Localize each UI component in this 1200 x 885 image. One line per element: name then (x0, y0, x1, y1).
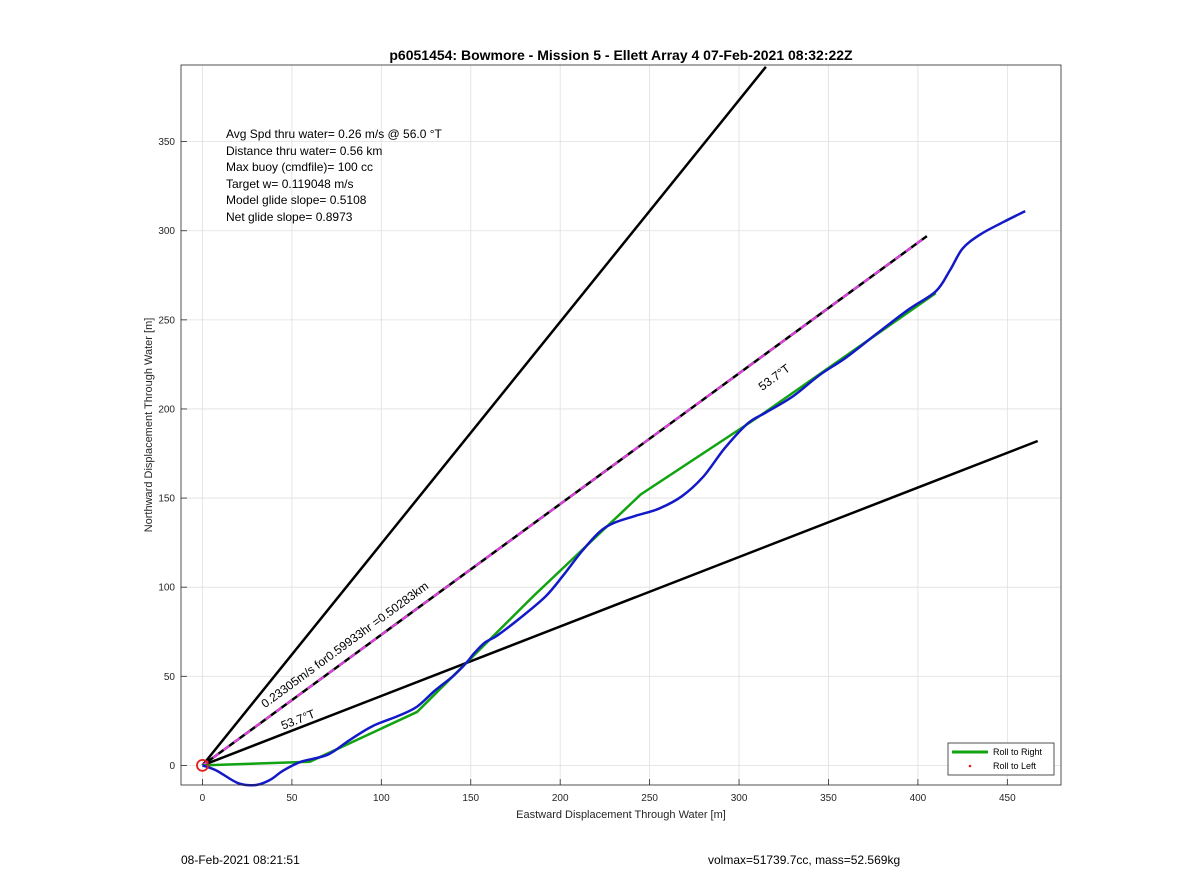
info-net-glide-slope: Net glide slope= 0.8973 (226, 210, 353, 224)
data-series (196, 209, 1026, 787)
ref-line-shallow (202, 439, 1039, 767)
ref-line-mean-heading-dashed (201, 235, 928, 767)
y-tick-label: 50 (164, 672, 176, 683)
x-tick-label: 250 (641, 793, 658, 804)
annotation-heading-upper: 53.7°T (756, 361, 793, 394)
legend-swatch-roll-left (968, 764, 972, 768)
info-model-glide-slope: Model glide slope= 0.5108 (226, 193, 367, 207)
info-avg-speed: Avg Spd thru water= 0.26 m/s @ 56.0 °T (226, 127, 443, 141)
chart-title: p6051454: Bowmore - Mission 5 - Ellett A… (389, 47, 853, 63)
x-tick-label: 100 (373, 793, 390, 804)
footer-volmax-mass: volmax=51739.7cc, mass=52.569kg (708, 853, 901, 867)
grid-lines (181, 65, 1061, 785)
annotations: 0.23305m/s for0.59933hr =0.50283km 53.7°T… (259, 361, 794, 733)
x-tick-label: 400 (910, 793, 927, 804)
y-tick-label: 250 (158, 315, 175, 326)
axes-frame (180, 64, 1062, 786)
y-tick-label: 150 (158, 494, 175, 505)
info-text-block: Avg Spd thru water= 0.26 m/s @ 56.0 °T D… (226, 127, 443, 224)
series-roll-to-right (202, 292, 937, 767)
legend-box (947, 742, 1055, 776)
x-tick-label: 200 (552, 793, 569, 804)
legend: Roll to Right Roll to Left (947, 742, 1055, 776)
footer-timestamp: 08-Feb-2021 08:21:51 (181, 853, 300, 867)
x-tick-label: 450 (999, 793, 1016, 804)
annotation-speed-distance: 0.23305m/s for0.59933hr =0.50283km (259, 579, 432, 711)
y-tick-label: 0 (169, 761, 175, 772)
y-tick-label: 200 (158, 404, 175, 415)
axis-ticks: 0 50 100 150 200 250 300 350 400 450 0 50 100 150 200 2… (158, 137, 1016, 804)
info-distance: Distance thru water= 0.56 km (226, 144, 382, 158)
origin-marker (196, 758, 209, 772)
y-tick-label: 100 (158, 583, 175, 594)
y-axis-label: Northward Displacement Through Water [m] (143, 318, 155, 533)
glider-track (202, 209, 1026, 787)
legend-label-roll-left: Roll to Left (993, 761, 1037, 771)
x-tick-label: 0 (200, 793, 206, 804)
ref-line-steep (201, 66, 767, 767)
x-tick-label: 150 (462, 793, 479, 804)
y-tick-label: 350 (158, 137, 175, 148)
x-tick-label: 350 (820, 793, 837, 804)
x-tick-label: 50 (286, 793, 298, 804)
info-target-w: Target w= 0.119048 m/s (226, 177, 354, 191)
reference-lines (201, 66, 1039, 767)
y-tick-label: 300 (158, 226, 175, 237)
legend-label-roll-right: Roll to Right (993, 747, 1043, 757)
x-axis-label: Eastward Displacement Through Water [m] (516, 809, 726, 821)
info-max-buoy: Max buoy (cmdfile)= 100 cc (226, 160, 373, 174)
x-tick-label: 300 (731, 793, 748, 804)
